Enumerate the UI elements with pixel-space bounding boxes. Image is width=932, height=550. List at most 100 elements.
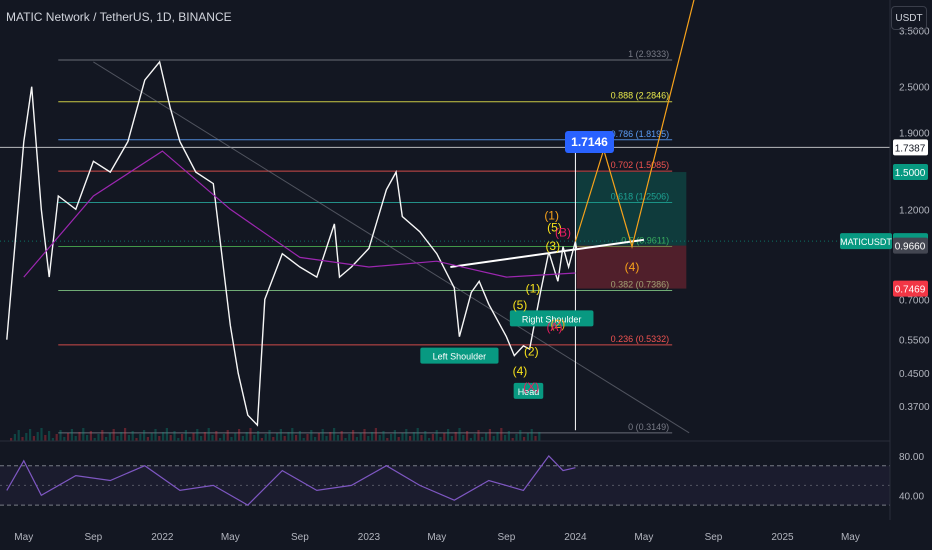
wave-label: (B) xyxy=(555,226,571,240)
trend-lines xyxy=(0,61,890,434)
volume-bar xyxy=(447,429,450,441)
volume-bar xyxy=(359,433,362,441)
volume-bar xyxy=(507,431,510,441)
volume-bar xyxy=(112,429,115,441)
rsi-tick-label: 40.00 xyxy=(899,491,924,502)
price-tick-label: 1.9000 xyxy=(899,129,930,140)
volume-bar xyxy=(211,435,214,441)
volume-bar xyxy=(416,428,419,441)
volume-bar xyxy=(302,438,305,441)
price-tick-label: 0.3700 xyxy=(899,402,930,413)
time-axis: May Sep 2022 May Sep 2023 May Sep 2024 May Sep 2025… xyxy=(14,532,860,543)
volume-bar xyxy=(443,433,446,441)
volume-bar xyxy=(435,430,438,441)
wave-label: (1) xyxy=(544,208,559,222)
time-tick-label: May xyxy=(634,532,653,543)
volume-bar xyxy=(291,428,294,441)
fib-label: 0.5 (0.9611) xyxy=(621,235,669,245)
volume-bar xyxy=(146,437,149,441)
price-series xyxy=(6,0,695,427)
volume-bar xyxy=(371,432,374,441)
volume-bar xyxy=(378,435,381,441)
price-tag xyxy=(893,164,928,181)
price-line xyxy=(6,60,578,427)
volume-bar xyxy=(89,431,92,441)
volume-bar xyxy=(477,430,480,441)
volume-bar xyxy=(150,433,153,441)
volume-bar xyxy=(496,432,499,441)
volume-bar xyxy=(173,431,176,441)
fib-label: 0.702 (1.5085) xyxy=(611,160,670,170)
volume-bar xyxy=(352,430,355,441)
volume-bar xyxy=(63,437,66,441)
symbol-tag-label: MATICUSDT xyxy=(840,237,892,247)
currency-button[interactable]: USDT xyxy=(891,6,927,30)
volume-bar xyxy=(393,430,396,441)
volume-bar xyxy=(401,433,404,441)
volume-bar xyxy=(177,438,180,441)
volume-bar xyxy=(428,438,431,441)
volume-bar xyxy=(181,434,184,441)
volume-bar xyxy=(317,433,320,441)
volume-bar xyxy=(101,430,104,441)
time-tick-label: 2024 xyxy=(564,532,587,543)
volume-bar xyxy=(363,429,366,441)
fib-label: 0 (0.3149) xyxy=(628,422,669,432)
volume-bar xyxy=(59,430,62,441)
time-tick-label: Sep xyxy=(705,532,723,543)
fib-label: 0.888 (2.2846) xyxy=(611,91,670,101)
price-axis: 3.5000 2.5000 1.9000 1.2000 0.7000 0.5500 0.45… xyxy=(840,26,930,413)
volume-bar xyxy=(234,433,237,441)
volume-bar xyxy=(253,435,256,441)
volume-bar xyxy=(526,433,529,441)
volume-bar xyxy=(306,434,309,441)
time-tick-label: May xyxy=(427,532,446,543)
volume-bar xyxy=(374,428,377,441)
fib-label: 0.786 (1.8195) xyxy=(611,129,670,139)
volume-bar xyxy=(48,431,51,441)
wave-label: (A) xyxy=(546,320,562,334)
price-tag xyxy=(893,237,928,254)
volume-bar xyxy=(245,432,248,441)
fib-levels: 1 (2.9333) 0.888 (2.2846) 0.786 (1.8195) 0.… xyxy=(58,49,673,434)
volume-bar xyxy=(279,429,282,441)
volume-bar xyxy=(420,435,423,441)
volume-bar xyxy=(238,429,241,441)
volume-bar xyxy=(158,436,161,441)
pattern-label-box xyxy=(513,382,544,399)
volume-bar xyxy=(314,437,317,441)
wave-label: (3) xyxy=(545,239,560,253)
volume-bar xyxy=(386,438,389,441)
price-tick-label: 0.4500 xyxy=(899,369,930,380)
volume-bar xyxy=(511,438,514,441)
symbol-tag xyxy=(840,233,892,250)
volume-bar xyxy=(333,428,336,441)
price-tick-label: 3.5000 xyxy=(899,26,930,37)
volume-bar xyxy=(249,428,252,441)
volume-bar xyxy=(466,431,469,441)
volume-bar xyxy=(295,435,298,441)
fib-label: 0.382 (0.7386) xyxy=(611,279,670,289)
volume-bar xyxy=(25,433,28,441)
volume-bar xyxy=(260,438,263,441)
volume-bar xyxy=(473,434,476,441)
volume-bar xyxy=(412,432,415,441)
rsi-pane: 80.00 40.00 xyxy=(0,452,924,506)
fib-label: 1 (2.9333) xyxy=(628,49,669,59)
volume-bars xyxy=(10,428,541,441)
volume-bar xyxy=(135,438,138,441)
chart-title: MATIC Network / TetherUS, 1D, BINANCE xyxy=(6,10,232,24)
wave-label: (5) xyxy=(547,221,562,235)
price-tick-label: 1.2000 xyxy=(899,205,930,216)
volume-bar xyxy=(488,429,491,441)
volume-bar xyxy=(515,434,518,441)
volume-bar xyxy=(82,428,85,441)
volume-bar xyxy=(409,436,412,441)
volume-bar xyxy=(44,435,47,441)
volume-bar xyxy=(504,435,507,441)
volume-bar xyxy=(405,429,408,441)
volume-bar xyxy=(17,430,20,441)
volume-bar xyxy=(184,430,187,441)
volume-bar xyxy=(10,438,13,441)
